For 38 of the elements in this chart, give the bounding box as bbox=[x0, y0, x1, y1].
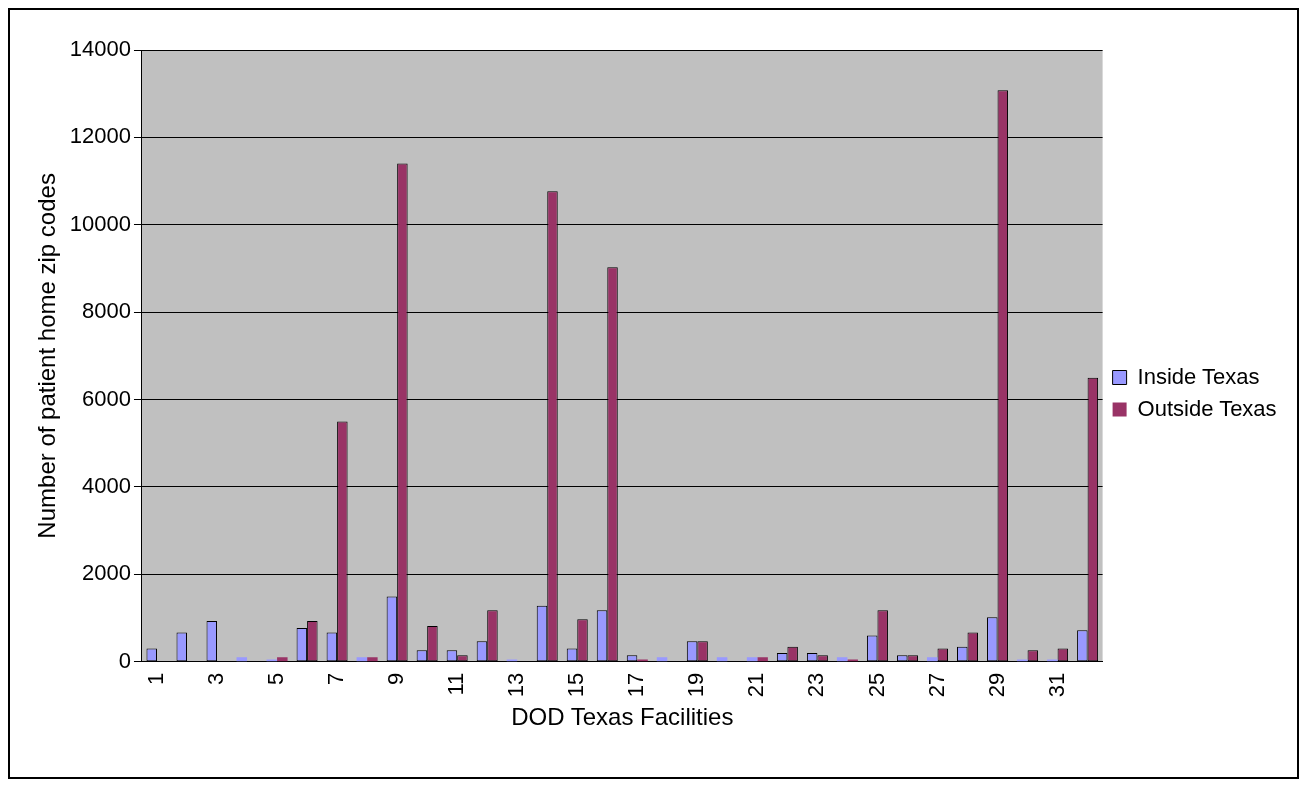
y-tick-label: 10000 bbox=[69, 210, 131, 236]
x-tick-label: 9 bbox=[383, 672, 409, 685]
legend-label: Outside Texas bbox=[1137, 395, 1277, 421]
x-tick-label: 3 bbox=[203, 672, 229, 685]
bar bbox=[716, 657, 728, 662]
bar bbox=[656, 657, 668, 662]
y-tick-label: 6000 bbox=[82, 385, 131, 411]
x-tick-label: 1 bbox=[143, 672, 169, 685]
y-tick-label: 0 bbox=[118, 647, 131, 673]
y-tick-label: 12000 bbox=[69, 123, 131, 149]
x-tick-label: 29 bbox=[983, 672, 1009, 698]
bar bbox=[236, 657, 248, 662]
x-tick-label: 25 bbox=[863, 672, 889, 698]
x-tick-label: 5 bbox=[263, 672, 289, 685]
x-tick-label: 27 bbox=[923, 672, 949, 698]
bar bbox=[277, 657, 288, 662]
x-tick-label: 31 bbox=[1043, 672, 1069, 698]
bar bbox=[367, 657, 378, 662]
y-axis-title: Number of patient home zip codes bbox=[33, 173, 61, 539]
x-tick-label: 15 bbox=[563, 672, 589, 698]
bar bbox=[926, 657, 938, 662]
bar bbox=[836, 657, 848, 662]
x-tick-label: 7 bbox=[323, 672, 349, 685]
x-tick-label: 13 bbox=[503, 672, 529, 698]
y-tick-label: 2000 bbox=[82, 560, 131, 586]
y-tick-label: 14000 bbox=[69, 36, 131, 62]
x-tick-label: 11 bbox=[443, 672, 469, 696]
y-tick-label: 4000 bbox=[82, 473, 131, 499]
x-tick-label: 19 bbox=[683, 672, 709, 698]
x-tick-label: 23 bbox=[803, 672, 829, 698]
x-axis-title: DOD Texas Facilities bbox=[511, 703, 734, 731]
x-tick-label: 17 bbox=[623, 672, 649, 698]
bar bbox=[356, 657, 368, 662]
bar bbox=[746, 657, 758, 662]
bar bbox=[757, 657, 768, 662]
y-tick-label: 8000 bbox=[82, 298, 131, 324]
legend-label: Inside Texas bbox=[1137, 363, 1260, 389]
x-tick-label: 21 bbox=[743, 672, 769, 698]
